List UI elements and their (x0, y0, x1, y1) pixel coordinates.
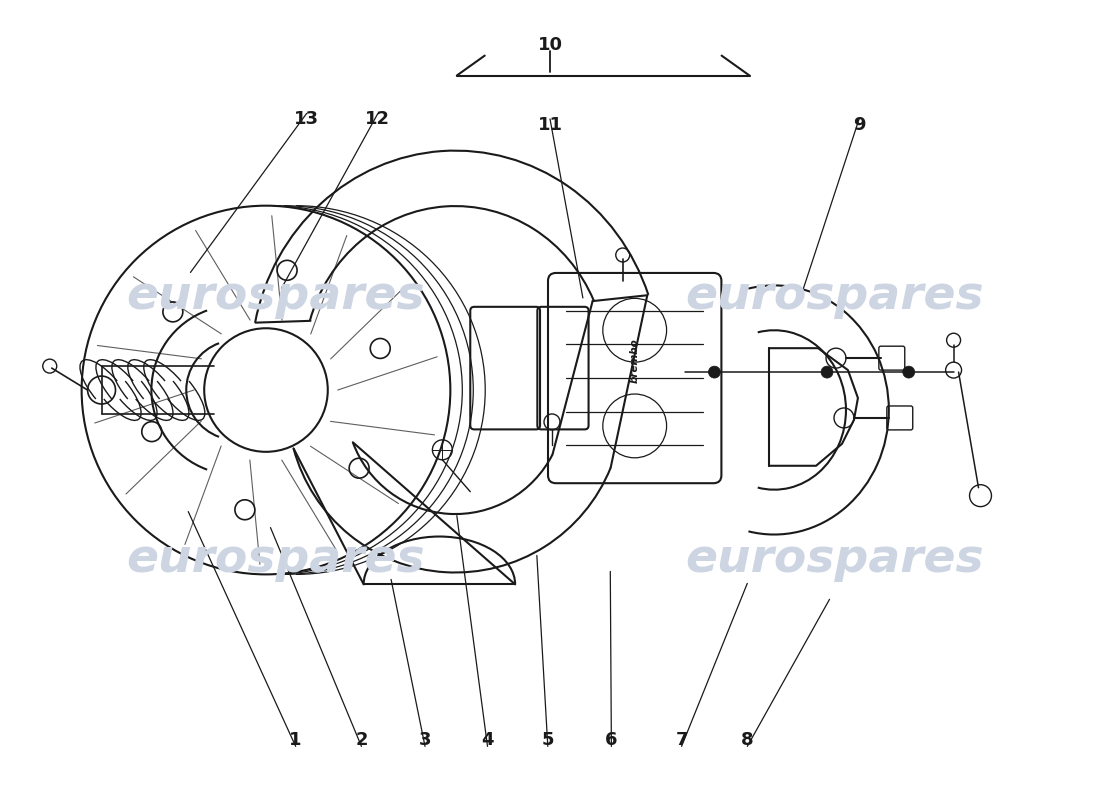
Circle shape (903, 366, 915, 378)
Text: 7: 7 (675, 731, 688, 750)
Text: 10: 10 (538, 36, 562, 54)
Text: 4: 4 (482, 731, 494, 750)
Text: eurospares: eurospares (685, 274, 984, 319)
Text: 8: 8 (741, 731, 754, 750)
Text: eurospares: eurospares (685, 537, 984, 582)
Text: eurospares: eurospares (126, 537, 426, 582)
Text: 3: 3 (419, 731, 431, 750)
Circle shape (708, 366, 720, 378)
Text: 2: 2 (355, 731, 367, 750)
Text: 9: 9 (852, 116, 866, 134)
Text: 1: 1 (289, 731, 301, 750)
Text: 11: 11 (538, 116, 562, 134)
Text: brembo: brembo (629, 338, 640, 382)
Text: 5: 5 (541, 731, 554, 750)
Text: 13: 13 (294, 110, 319, 128)
Text: 6: 6 (605, 731, 617, 750)
Text: 12: 12 (365, 110, 390, 128)
Circle shape (821, 366, 833, 378)
Text: eurospares: eurospares (126, 274, 426, 319)
